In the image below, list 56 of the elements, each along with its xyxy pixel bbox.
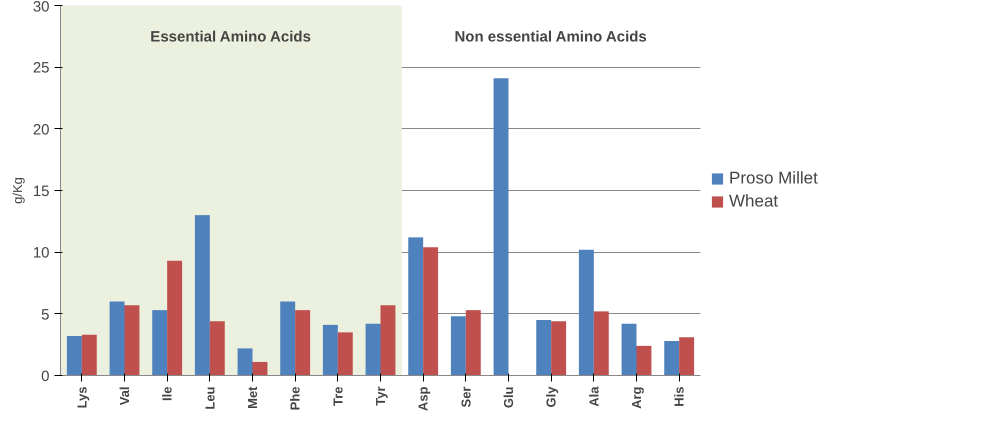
x-tick-label: Tyr <box>373 386 388 406</box>
bar <box>280 302 296 376</box>
bar <box>408 237 424 376</box>
y-tick-label: 10 <box>32 244 50 262</box>
bar <box>664 340 680 376</box>
x-tick-label: Arg <box>629 386 644 409</box>
bar <box>238 348 252 376</box>
legend-label: Wheat <box>729 192 778 212</box>
legend-label: Proso Millet <box>729 168 818 188</box>
y-tick-label: 0 <box>41 368 50 385</box>
bar <box>578 250 594 376</box>
x-tick-label: Asp <box>416 386 431 412</box>
bar <box>167 260 182 376</box>
y-tick-label: 20 <box>32 121 50 138</box>
x-tick-label: Met <box>245 386 260 409</box>
x-tick-label: Leu <box>202 386 218 410</box>
bar <box>636 346 652 376</box>
bar <box>494 78 508 376</box>
bar <box>536 320 552 376</box>
bar <box>194 215 210 376</box>
bar <box>210 321 225 376</box>
x-tick-label: Phe <box>288 386 303 410</box>
x-tick-label: Ala <box>586 386 602 407</box>
bar <box>450 316 466 376</box>
x-tick-label: Lys <box>74 386 90 408</box>
bar <box>252 362 268 376</box>
band-label: Essential Amino Acids <box>150 28 311 46</box>
y-tick-label: 5 <box>41 306 50 324</box>
x-tick-label: Tre <box>330 386 346 406</box>
bar <box>423 247 438 376</box>
bar <box>66 336 82 376</box>
y-axis-title: g/Kg <box>10 177 25 204</box>
bar <box>322 324 338 376</box>
x-tick-label: Ile <box>160 386 175 401</box>
x-tick-label: Ser <box>458 386 474 408</box>
x-tick-label: His <box>672 386 687 407</box>
bar <box>466 310 481 376</box>
bar <box>551 321 566 376</box>
bar <box>679 337 694 376</box>
bar <box>82 334 97 376</box>
y-tick-label: 15 <box>32 183 50 200</box>
y-tick-label: 25 <box>32 60 50 77</box>
bar <box>124 305 140 376</box>
bar <box>152 310 168 376</box>
annotation: Non essential Amino Acids <box>454 28 647 46</box>
bar <box>110 302 124 376</box>
bar <box>295 310 310 376</box>
bar <box>622 324 636 376</box>
bar <box>338 332 353 376</box>
bar <box>380 305 396 376</box>
y-tick-label: 30 <box>32 0 50 16</box>
bar <box>366 324 380 376</box>
x-tick-label: Val <box>117 386 132 406</box>
x-tick-label: Glu <box>501 386 516 408</box>
bar <box>594 311 609 376</box>
x-tick-label: Gly <box>544 386 559 408</box>
